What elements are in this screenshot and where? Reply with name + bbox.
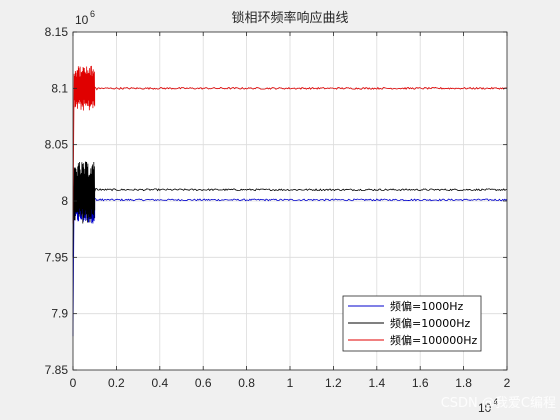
y-tick-label: 7.95	[45, 250, 69, 264]
series-line-2	[72, 161, 508, 258]
x-tick-label: 1	[287, 376, 294, 390]
watermark: CSDN @我爱C编程	[441, 396, 556, 411]
x-tick-label: 1.4	[368, 376, 385, 390]
x-tick-label: 1.8	[455, 376, 472, 390]
x-tick-label: 0.2	[108, 376, 125, 390]
legend-label-1: 频偏=1000Hz	[390, 299, 463, 313]
tick-labels: 0 0.2 0.4 0.6 0.8 1 1.2 1.4 1.6 1.8 2 7.85 7.9 7.95 8 8…	[45, 25, 511, 390]
x-tick-label: 0.8	[238, 376, 255, 390]
y-exponent-base: 10	[75, 13, 89, 27]
x-tick-label: 0.6	[195, 376, 212, 390]
legend-label-3: 频偏=100000Hz	[390, 333, 477, 347]
y-exponent-power: 6	[90, 9, 95, 19]
y-tick-label: 7.85	[45, 363, 69, 377]
chart-title: 锁相环频率响应曲线	[231, 10, 348, 26]
series-line-3	[72, 65, 508, 224]
tick-marks	[72, 31, 508, 371]
x-exponent-base: 10	[478, 401, 492, 415]
x-tick-label: 1.2	[325, 376, 342, 390]
x-exponent-power: 4	[493, 397, 498, 407]
y-tick-label: 8.15	[45, 25, 69, 39]
series-layer	[72, 65, 508, 337]
x-tick-label: 2	[504, 376, 511, 390]
x-tick-label: 0	[70, 376, 77, 390]
legend: 频偏=1000Hz 频偏=10000Hz 频偏=100000Hz	[342, 295, 482, 352]
y-tick-label: 8.05	[45, 138, 69, 152]
y-tick-label: 8.1	[51, 81, 68, 95]
y-tick-label: 8	[61, 194, 68, 208]
series-line-1	[72, 179, 508, 337]
legend-label-2: 频偏=10000Hz	[390, 316, 470, 330]
x-tick-label: 0.4	[151, 376, 168, 390]
y-tick-label: 7.9	[51, 307, 68, 321]
x-tick-label: 1.6	[412, 376, 429, 390]
